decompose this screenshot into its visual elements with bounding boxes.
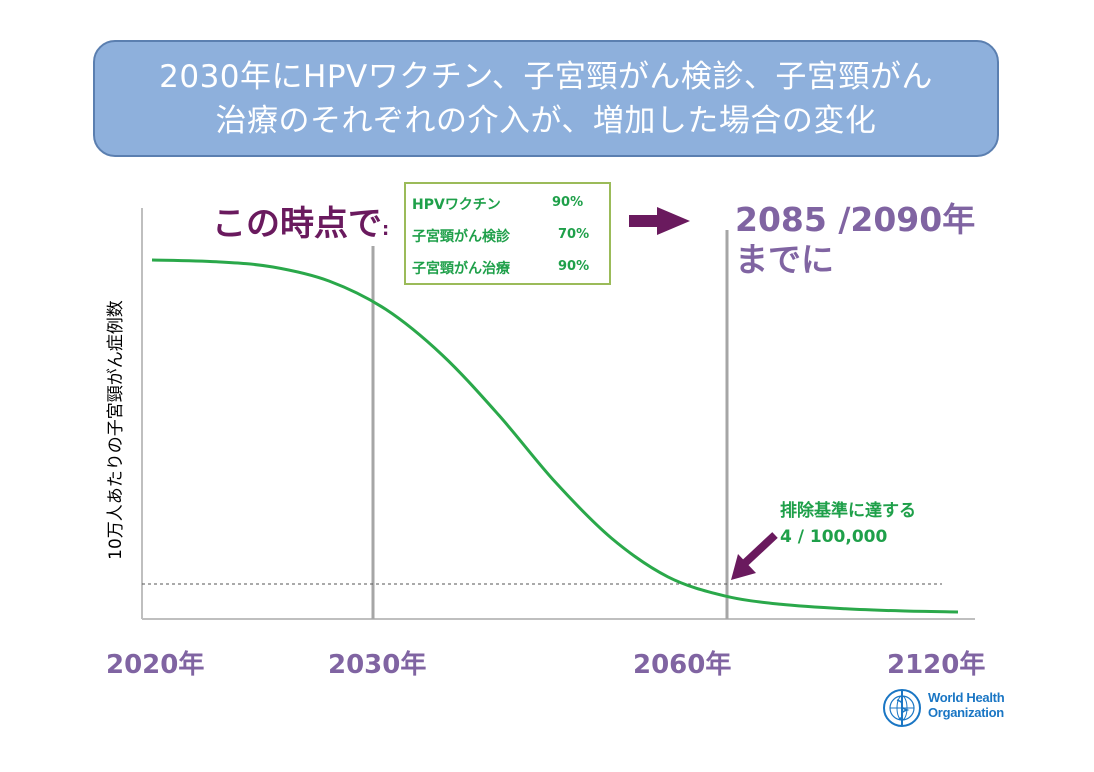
y-axis-label: 10万人あたりの子宮頸がん症例数: [106, 300, 126, 560]
coverage-box: HPVワクチン 90% 子宮頸がん検診 70% 子宮頸がん治療 90%: [404, 182, 611, 285]
coverage-label-treatment: 子宮頸がん治療: [412, 261, 510, 277]
coverage-value-treatment: 90%: [558, 259, 590, 274]
who-logo-line-1: World Health: [928, 690, 1005, 705]
elimination-annotation: 排除基準に達する 4 / 100,000: [780, 498, 916, 550]
who-emblem-icon: [883, 689, 921, 727]
x-tick-2120: 2120年: [887, 650, 986, 680]
at-this-point-colon: :: [382, 219, 390, 240]
target-year-annotation: 2085 /2090年 までに: [735, 200, 975, 280]
target-year-line-1: 2085 /2090年: [735, 200, 976, 239]
elimination-line-2: 4 / 100,000: [780, 527, 888, 547]
title-line-2: 治療のそれぞれの介入が、増加した場合の変化: [215, 102, 877, 139]
x-tick-2020: 2020年: [106, 650, 205, 680]
coverage-value-vaccine: 90%: [552, 195, 584, 210]
x-tick-2030: 2030年: [328, 650, 427, 680]
who-logo-text: World Health Organization: [928, 690, 1005, 720]
coverage-label-vaccine: HPVワクチン: [412, 197, 501, 213]
down-left-arrow-icon: [731, 532, 778, 580]
coverage-label-screening: 子宮頸がん検診: [412, 229, 510, 245]
target-year-line-2: までに: [735, 240, 834, 279]
elimination-line-1: 排除基準に達する: [780, 501, 916, 521]
coverage-value-screening: 70%: [558, 227, 590, 242]
title-box: 2030年にHPVワクチン、子宮頸がん検診、子宮頸がん 治療のそれぞれの介入が、…: [93, 40, 999, 157]
title-line-1: 2030年にHPVワクチン、子宮頸がん検診、子宮頸がん: [159, 58, 933, 95]
right-arrow-icon: [629, 207, 690, 235]
at-this-point-label: この時点で:: [212, 196, 389, 245]
at-this-point-text: この時点で: [212, 204, 382, 244]
who-logo-line-2: Organization: [928, 705, 1004, 720]
x-tick-2060: 2060年: [633, 650, 732, 680]
incidence-curve: [151, 258, 959, 614]
